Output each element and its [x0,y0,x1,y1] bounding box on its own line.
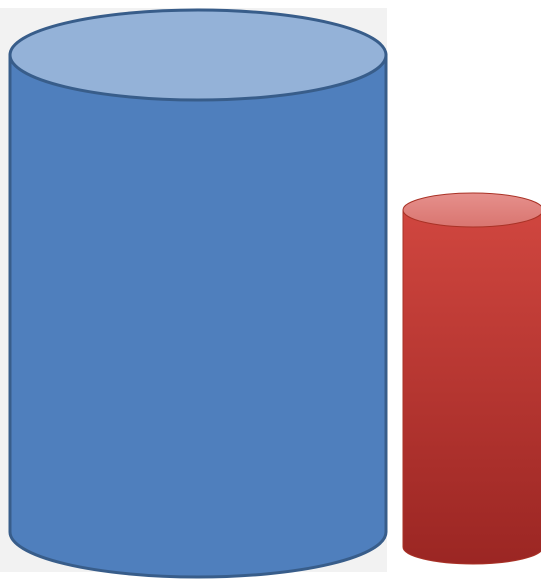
blue-cylinder-body [8,53,388,579]
blue-cylinder-top [8,8,388,102]
red-cylinder-top [402,192,541,228]
blue-cylinder [8,8,388,579]
red-cylinder-body [402,209,541,565]
red-cylinder [402,192,541,565]
